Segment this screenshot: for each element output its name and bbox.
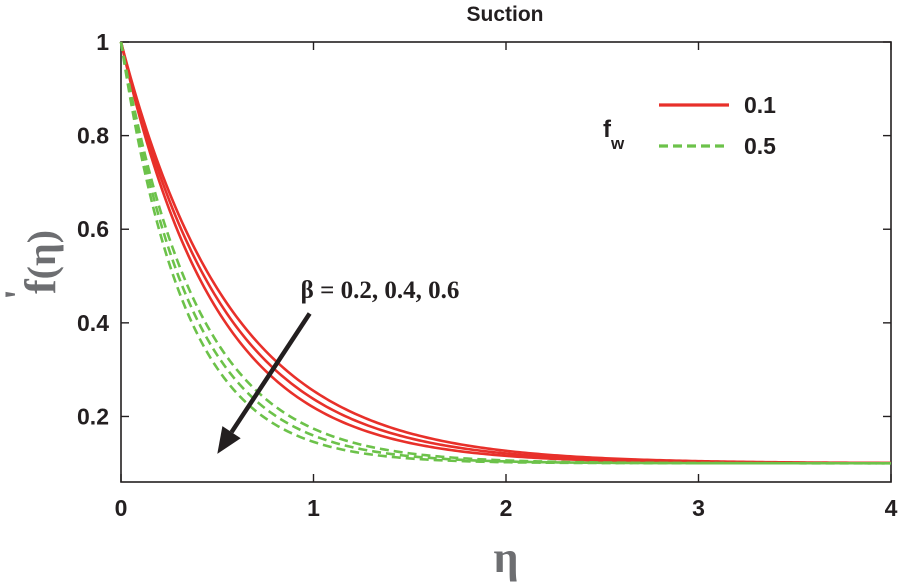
series-line-5: [119, 41, 891, 465]
y-axis-label-prime: ': [0, 289, 41, 300]
legend-label-1: 0.5: [744, 133, 776, 159]
y-tick-label: 0.2: [77, 403, 109, 429]
x-tick-label: 2: [500, 495, 513, 521]
legend-title-main: f: [603, 116, 612, 143]
y-axis-label: f(η): [16, 230, 65, 294]
legend: fw 0.1 0.5: [603, 92, 776, 159]
arrow-head: [217, 426, 241, 454]
svg-text:fw: fw: [603, 116, 625, 153]
x-tick-label: 1: [307, 495, 320, 521]
x-tick-label: 4: [885, 495, 898, 521]
y-tick-label: 0.8: [77, 123, 109, 149]
chart-title: Suction: [467, 3, 544, 26]
y-tick-label: 0.6: [77, 216, 109, 242]
x-axis-ticks: 0 1 2 3 4: [115, 42, 898, 521]
svg-text:f(η): f(η): [16, 230, 65, 294]
series-group: [119, 41, 892, 465]
y-tick-label: 0.4: [77, 310, 109, 336]
annotation-text: β = 0.2, 0.4, 0.6: [301, 277, 460, 304]
y-axis-ticks: 0.2 0.4 0.6 0.8 1: [77, 29, 891, 429]
legend-label-0: 0.1: [744, 92, 776, 118]
y-axis-label-arg: (η): [19, 230, 64, 279]
annotation-arrow: [217, 312, 312, 454]
x-axis-label: η: [494, 533, 519, 582]
arrow-shaft: [229, 312, 312, 434]
x-tick-label: 0: [115, 495, 128, 521]
y-tick-label: 1: [96, 29, 109, 55]
x-tick-label: 3: [692, 495, 705, 521]
legend-title-sub: w: [610, 134, 625, 153]
y-axis-label-main: f: [16, 278, 65, 294]
